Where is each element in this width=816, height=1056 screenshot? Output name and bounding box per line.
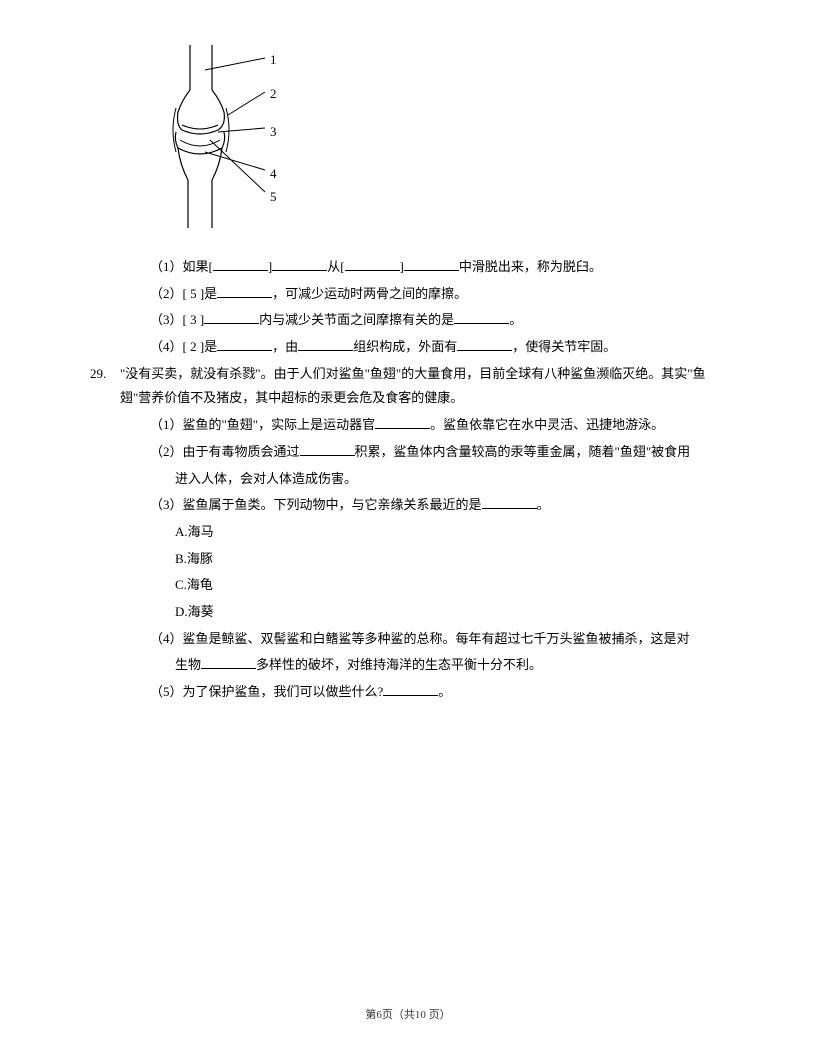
- blank: [298, 335, 353, 351]
- q28-p1-text-c: 从[: [327, 259, 344, 274]
- q28-p4-text-a: （4）[ 2 ]是: [150, 339, 217, 354]
- q28-part4: （4）[ 2 ]是 ，由 组织构成，外面有 ，使得关节牢固。: [150, 335, 726, 360]
- q28-p3-text-a: （3）[ 3 ]: [150, 312, 204, 327]
- blank: [201, 653, 256, 669]
- q28-p4-text-c: 组织构成，外面有: [353, 339, 457, 354]
- q29-p4-text-c: 多样性的破坏，对维持海洋的生态平衡十分不利。: [256, 657, 542, 672]
- q29-p4-text-a: （4）鲨鱼是鲸鲨、双髻鲨和白鳍鲨等多种鲨的总称。每年有超过七千万头鲨鱼被捕杀，这…: [150, 631, 690, 646]
- q29-part1: （1）鲨鱼的"鱼翅"，实际上是运动器官 。鲨鱼依靠它在水中灵活、迅捷地游泳。: [150, 413, 726, 438]
- q28-p1-text-a: （1）如果[: [150, 259, 213, 274]
- q29-part2: （2）由于有毒物质会通过 积累，鲨鱼体内含量较高的汞等重金属，随着"鱼翅"被食用: [150, 440, 726, 465]
- q28-p2-text-b: ，可减少运动时两骨之间的摩擦。: [272, 286, 467, 301]
- q29-option-d: D.海葵: [175, 600, 726, 625]
- q29-intro: 29. "没有买卖，就没有杀戮"。由于人们对鲨鱼"鱼翅"的大量食用，目前全球有八…: [90, 362, 726, 411]
- q28-part1: （1）如果[]从[]中滑脱出来，称为脱臼。: [150, 255, 726, 280]
- q28-p3-text-b: 内与减少关节面之间摩擦有关的是: [259, 312, 454, 327]
- q29-p2-text-b: 积累，鲨鱼体内含量较高的汞等重金属，随着"鱼翅"被食用: [355, 444, 691, 459]
- q28-part2: （2）[ 5 ]是 ，可减少运动时两骨之间的摩擦。: [150, 282, 726, 307]
- q29-p4-text-b: 生物: [175, 657, 201, 672]
- blank: [272, 255, 327, 271]
- q28-p2-text-a: （2）[ 5 ]是: [150, 286, 217, 301]
- q29-part4: （4）鲨鱼是鲸鲨、双髻鲨和白鳍鲨等多种鲨的总称。每年有超过七千万头鲨鱼被捕杀，这…: [150, 627, 726, 652]
- q29-option-a: A.海马: [175, 520, 726, 545]
- blank: [404, 255, 459, 271]
- q28-part3: （3）[ 3 ] 内与减少关节面之间摩擦有关的是 。: [150, 308, 726, 333]
- q29-p1-text-b: 。鲨鱼依靠它在水中灵活、迅捷地游泳。: [430, 417, 664, 432]
- q29-p3-text-b: 。: [537, 497, 550, 512]
- blank: [217, 282, 272, 298]
- q29-p5-text-a: （5）为了保护鲨鱼，我们可以做些什么?: [150, 684, 383, 699]
- q29-p2-text-c: 进入人体，会对人体造成伤害。: [175, 471, 357, 486]
- q29-option-b: B.海豚: [175, 547, 726, 572]
- q29-p1-text-a: （1）鲨鱼的"鱼翅"，实际上是运动器官: [150, 417, 375, 432]
- q28-p3-text-c: 。: [509, 312, 522, 327]
- diagram-label-5: 5: [270, 185, 277, 210]
- diagram-label-2: 2: [270, 82, 277, 107]
- q29-part5: （5）为了保护鲨鱼，我们可以做些什么? 。: [150, 680, 726, 705]
- q29-part4-cont: 生物 多样性的破坏，对维持海洋的生态平衡十分不利。: [175, 653, 726, 678]
- blank: [213, 255, 268, 271]
- q29-number: 29.: [90, 362, 120, 411]
- diagram-label-4: 4: [270, 162, 277, 187]
- q28-p1-text-e: 中滑脱出来，称为脱臼。: [459, 259, 602, 274]
- blank: [217, 335, 272, 351]
- q29-p3-text-a: （3）鲨鱼属于鱼类。下列动物中，与它亲缘关系最近的是: [150, 497, 482, 512]
- q28-p4-text-b: ，由: [272, 339, 298, 354]
- blank: [375, 413, 430, 429]
- q28-p4-text-d: ，使得关节牢固。: [512, 339, 616, 354]
- q29-option-c: C.海龟: [175, 573, 726, 598]
- blank: [454, 308, 509, 324]
- blank: [345, 255, 400, 271]
- page-footer: 第6页（共10 页）: [0, 1005, 816, 1026]
- blank: [457, 335, 512, 351]
- blank: [482, 493, 537, 509]
- q29-intro-text: "没有买卖，就没有杀戮"。由于人们对鲨鱼"鱼翅"的大量食用，目前全球有八种鲨鱼濒…: [120, 362, 726, 411]
- diagram-label-3: 3: [270, 120, 277, 145]
- blank: [300, 440, 355, 456]
- blank: [204, 308, 259, 324]
- q29-part3: （3）鲨鱼属于鱼类。下列动物中，与它亲缘关系最近的是 。: [150, 493, 726, 518]
- q29-part2-cont: 进入人体，会对人体造成伤害。: [175, 467, 726, 492]
- q29-p2-text-a: （2）由于有毒物质会通过: [150, 444, 300, 459]
- q29-p5-text-b: 。: [438, 684, 451, 699]
- blank: [383, 680, 438, 696]
- diagram-label-1: 1: [270, 48, 277, 73]
- joint-diagram: 1 2 3 4 5: [150, 40, 310, 235]
